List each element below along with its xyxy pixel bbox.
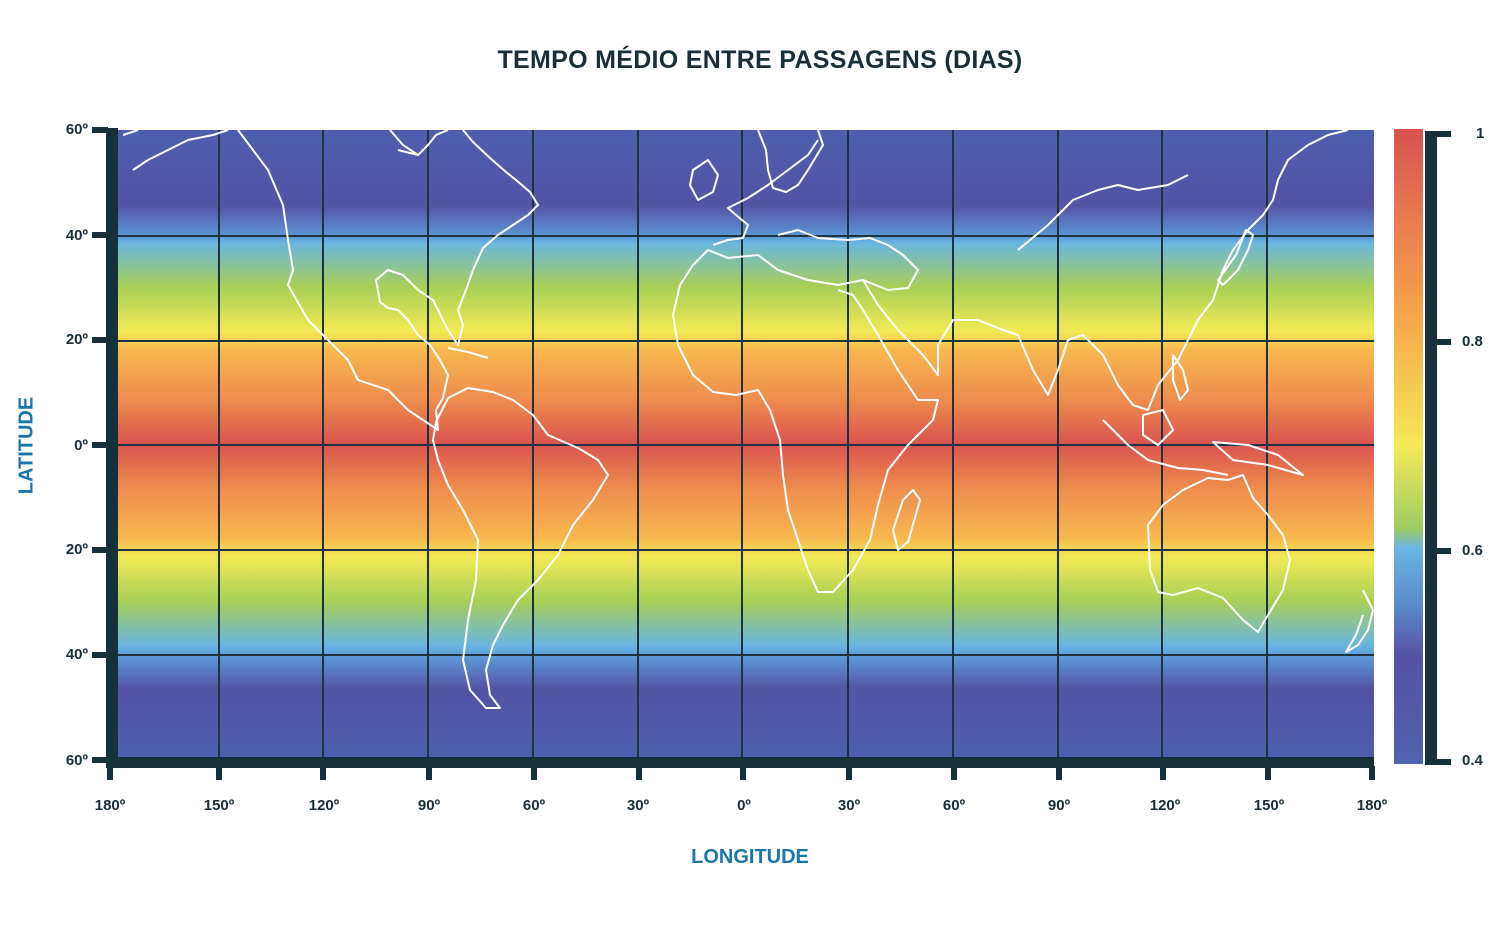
x-tick <box>426 766 432 780</box>
colorbar-label: 0.4 <box>1462 752 1483 769</box>
y-tick <box>92 337 108 343</box>
gridline-lon-30w <box>637 130 639 758</box>
coastline-indonesia <box>1102 419 1229 476</box>
colorbar-label: 0.6 <box>1462 542 1483 559</box>
colorbar-tick <box>1437 339 1451 345</box>
x-tick <box>1265 766 1271 780</box>
x-tick-label: 0º <box>737 797 751 814</box>
coastline-north-america <box>237 130 539 431</box>
y-tick <box>92 652 108 658</box>
y-tick-label: 20º <box>65 331 88 348</box>
coastline-cuba <box>447 347 489 359</box>
coastline-arctic-islands <box>122 130 419 156</box>
gridline-lon-60w <box>532 130 534 758</box>
x-tick-label: 180º <box>94 797 126 814</box>
x-tick-label: 90º <box>1047 797 1071 814</box>
y-tick-label: 60º <box>65 752 88 769</box>
colorbar-label: 1 <box>1476 125 1485 142</box>
y-tick <box>92 442 108 448</box>
colorbar <box>1394 129 1423 764</box>
x-tick-label: 180º <box>1356 797 1388 814</box>
coastline-mediterranean <box>707 229 919 291</box>
x-tick-label: 90º <box>417 797 441 814</box>
y-tick <box>92 547 108 553</box>
y-tick <box>92 127 108 133</box>
x-tick <box>531 766 537 780</box>
y-tick-label: 40º <box>65 646 88 663</box>
colorbar-tick <box>1437 759 1451 765</box>
coastline-asia-north <box>1017 174 1189 251</box>
y-tick-label: 60º <box>65 121 88 138</box>
y-tick-label: 20º <box>65 541 88 558</box>
coastline-south-america <box>432 387 609 709</box>
coastline-europe <box>712 139 819 246</box>
x-tick-label: 30º <box>626 797 650 814</box>
gridline-lon-120w <box>322 130 324 758</box>
x-tick <box>107 766 113 780</box>
x-tick <box>1369 766 1375 780</box>
y-axis-line <box>106 128 118 766</box>
gridline-lat-20n <box>118 340 1374 342</box>
x-axis-title: LONGITUDE <box>691 846 809 868</box>
y-tick <box>92 757 108 763</box>
x-axis-line <box>106 757 1374 768</box>
coastline-new-zealand <box>1345 589 1374 653</box>
coastline-alaska <box>132 130 229 171</box>
x-tick-label: 60º <box>522 797 546 814</box>
x-tick <box>636 766 642 780</box>
x-tick-label: 120º <box>308 797 340 814</box>
y-tick <box>92 232 108 238</box>
gridline-lon-60e <box>952 130 954 758</box>
gridline-lat-40n <box>118 235 1374 237</box>
coastline-british-isles <box>689 159 719 201</box>
x-tick <box>320 766 326 780</box>
y-tick-label: 40º <box>65 227 88 244</box>
gridline-lat-40s <box>118 654 1374 656</box>
x-tick <box>740 766 746 780</box>
x-tick <box>1056 766 1062 780</box>
x-tick <box>1160 766 1166 780</box>
coastline-australia <box>1147 474 1291 633</box>
x-tick <box>951 766 957 780</box>
gridline-lat-0 <box>118 444 1374 446</box>
x-tick-label: 120º <box>1149 797 1181 814</box>
gridline-lon-120e <box>1161 130 1163 758</box>
coastline-new-guinea <box>1212 441 1304 476</box>
coastline-africa <box>672 249 939 593</box>
x-tick-label: 60º <box>942 797 966 814</box>
x-tick-label: 150º <box>203 797 235 814</box>
chart-title: TEMPO MÉDIO ENTRE PASSAGENS (DIAS) <box>497 46 1023 74</box>
coastlines <box>122 130 1374 709</box>
gridline-lon-0 <box>741 130 743 758</box>
x-tick <box>216 766 222 780</box>
coastline-japan <box>1217 229 1254 286</box>
gridline-lon-90w <box>427 130 429 758</box>
coastline-philippines <box>1172 354 1189 401</box>
colorbar-axis <box>1425 131 1437 765</box>
colorbar-label: 0.8 <box>1462 333 1483 350</box>
gridline-lat-20s <box>118 549 1374 551</box>
gridline-lon-90e <box>1057 130 1059 758</box>
coastline-hudson <box>389 130 449 156</box>
heatmap-area <box>118 130 1374 758</box>
colorbar-tick <box>1437 548 1451 554</box>
gridline-lon-150w <box>218 130 220 758</box>
x-tick-label: 150º <box>1253 797 1285 814</box>
gridline-lon-150e <box>1266 130 1268 758</box>
x-tick-label: 30º <box>837 797 861 814</box>
y-axis-title: LATITUDE <box>15 396 38 495</box>
coastline-madagascar <box>892 489 921 551</box>
gridline-lon-30e <box>847 130 849 758</box>
coastline-asia <box>862 130 1349 411</box>
colorbar-tick <box>1437 131 1451 137</box>
coastline-borneo <box>1142 409 1174 446</box>
y-tick-label: 0º <box>74 437 88 454</box>
x-tick <box>846 766 852 780</box>
coastline-greenland <box>757 130 824 193</box>
